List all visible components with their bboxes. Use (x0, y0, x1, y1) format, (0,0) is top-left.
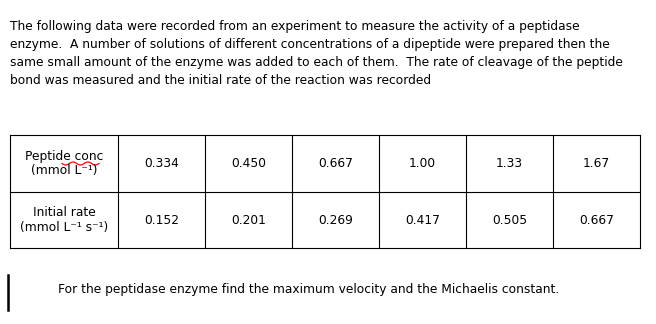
Text: 0.667: 0.667 (579, 214, 614, 226)
Text: The following data were recorded from an experiment to measure the activity of a: The following data were recorded from an… (10, 20, 580, 33)
Text: 0.417: 0.417 (405, 214, 440, 226)
Text: Initial rate: Initial rate (33, 206, 95, 219)
Text: 0.334: 0.334 (144, 157, 179, 170)
Text: 1.00: 1.00 (409, 157, 436, 170)
Text: 0.201: 0.201 (231, 214, 266, 226)
Text: 0.450: 0.450 (231, 157, 266, 170)
Text: 0.667: 0.667 (318, 157, 353, 170)
Text: bond was measured and the initial rate of the reaction was recorded: bond was measured and the initial rate o… (10, 74, 431, 87)
Text: same small amount of the enzyme was added to each of them.  The rate of cleavage: same small amount of the enzyme was adde… (10, 56, 623, 69)
Text: 0.269: 0.269 (318, 214, 353, 226)
Text: (mmol L⁻¹): (mmol L⁻¹) (31, 164, 97, 177)
Text: Peptide conc: Peptide conc (25, 150, 103, 163)
Text: 0.152: 0.152 (144, 214, 179, 226)
Text: 0.505: 0.505 (492, 214, 527, 226)
Text: 1.67: 1.67 (583, 157, 610, 170)
Text: (mmol L⁻¹ s⁻¹): (mmol L⁻¹ s⁻¹) (20, 221, 108, 234)
Text: 1.33: 1.33 (496, 157, 523, 170)
Text: For the peptidase enzyme find the maximum velocity and the Michaelis constant.: For the peptidase enzyme find the maximu… (58, 284, 560, 296)
Text: enzyme.  A number of solutions of different concentrations of a dipeptide were p: enzyme. A number of solutions of differe… (10, 38, 609, 51)
